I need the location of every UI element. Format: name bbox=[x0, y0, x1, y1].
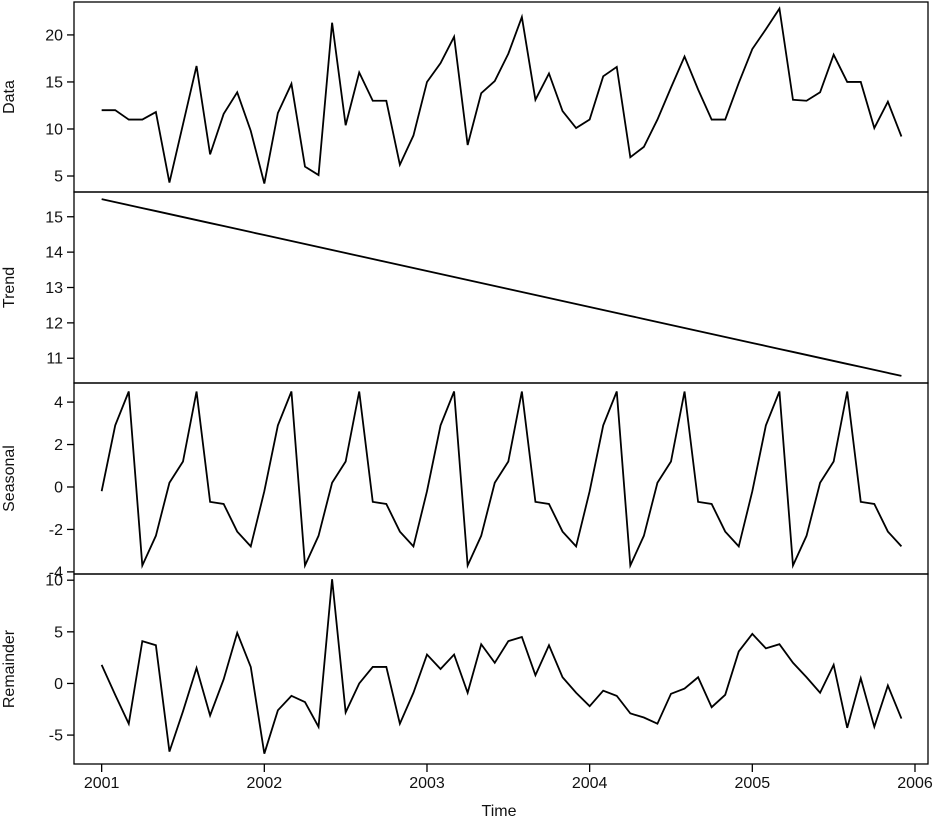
panel-data: 5 10 15 20 Data bbox=[1, 1, 929, 193]
x-axis: 2001 2002 2003 2004 2005 2006 bbox=[84, 764, 933, 792]
y-tick-label-trend-2: 13 bbox=[45, 280, 63, 297]
y-tick-label-remainder-2: 5 bbox=[54, 624, 63, 641]
y-tick-label-trend-3: 14 bbox=[45, 245, 63, 262]
panel-frame-seasonal bbox=[73, 382, 929, 575]
y-axis-title-remainder: Remainder bbox=[1, 629, 18, 708]
x-tick-label-0: 2001 bbox=[84, 775, 120, 792]
panel-seasonal: -4 -2 0 2 4 Seasonal bbox=[1, 382, 929, 581]
x-tick-label-4: 2005 bbox=[735, 775, 771, 792]
y-tick-label-seasonal-2: 0 bbox=[54, 479, 63, 496]
y-tick-label-data-3: 20 bbox=[45, 27, 63, 44]
x-axis-title: Time bbox=[482, 803, 517, 820]
panel-trend: 11 12 13 14 15 Trend bbox=[1, 191, 929, 384]
y-tick-label-seasonal-4: 4 bbox=[54, 395, 63, 412]
y-tick-label-remainder-3: 10 bbox=[45, 573, 63, 590]
series-line-data bbox=[101, 6, 903, 184]
series-line-remainder bbox=[100, 579, 903, 754]
y-tick-label-trend-0: 11 bbox=[46, 351, 63, 368]
y-axis-title-data: Data bbox=[1, 80, 18, 114]
y-tick-label-data-1: 10 bbox=[45, 121, 63, 138]
panel-remainder: -5 0 5 10 Remainder bbox=[1, 573, 929, 765]
y-tick-label-trend-4: 15 bbox=[45, 209, 63, 226]
x-tick-label-1: 2002 bbox=[247, 775, 283, 792]
y-tick-label-seasonal-1: -2 bbox=[49, 522, 63, 539]
y-tick-label-remainder-0: -5 bbox=[49, 728, 63, 745]
y-tick-label-seasonal-0: -4 bbox=[49, 564, 63, 581]
series-line-seasonal bbox=[100, 391, 903, 570]
x-tick-label-5: 2006 bbox=[897, 775, 933, 792]
y-axis-title-seasonal: Seasonal bbox=[1, 445, 18, 512]
y-tick-label-data-2: 15 bbox=[45, 74, 63, 91]
y-tick-label-remainder-1: 0 bbox=[54, 676, 63, 693]
y-tick-label-data-0: 5 bbox=[54, 169, 63, 186]
y-tick-label-seasonal-3: 2 bbox=[54, 437, 63, 454]
panels-layer: 5 10 15 20 Data 11 12 13 14 15 Trend -4 -2 0 2 4 Seasona… bbox=[1, 1, 929, 765]
x-tick-label-3: 2004 bbox=[572, 775, 608, 792]
y-tick-label-trend-1: 12 bbox=[45, 315, 63, 332]
panel-frame-remainder bbox=[73, 573, 929, 765]
series-line-trend bbox=[101, 198, 902, 377]
y-axis-title-trend: Trend bbox=[1, 267, 18, 308]
x-tick-label-2: 2003 bbox=[409, 775, 445, 792]
